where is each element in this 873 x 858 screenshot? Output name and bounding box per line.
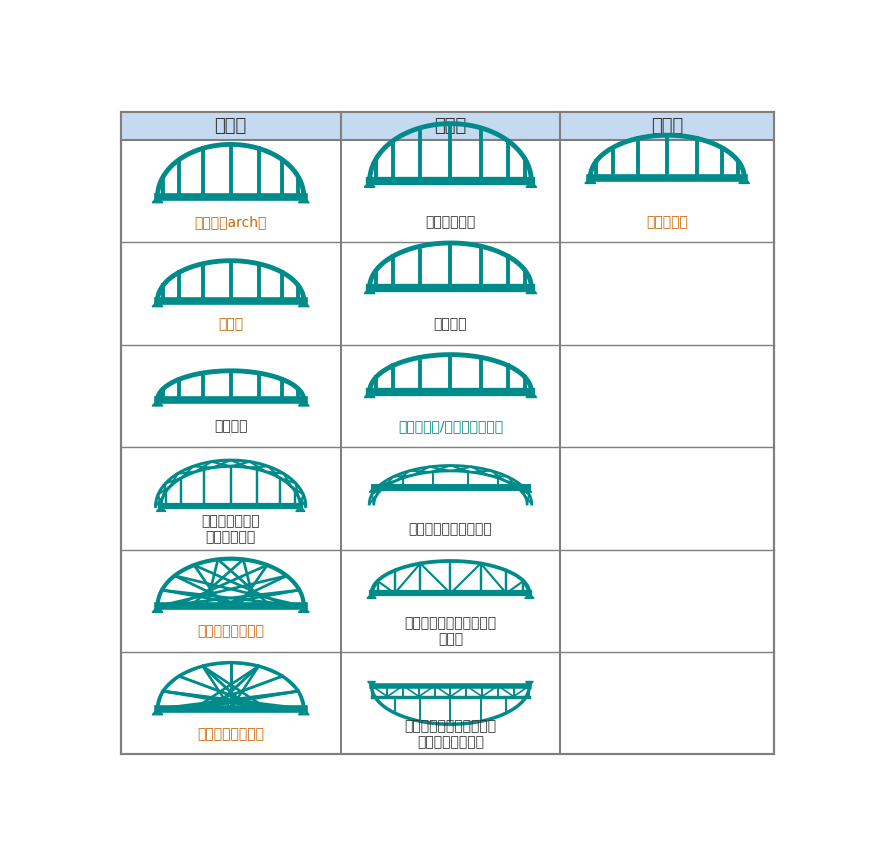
Polygon shape [364, 391, 375, 397]
Text: 上路式: 上路式 [435, 117, 466, 135]
Polygon shape [739, 178, 750, 184]
Polygon shape [526, 287, 537, 293]
Polygon shape [152, 607, 163, 613]
Polygon shape [369, 487, 379, 492]
Polygon shape [364, 287, 375, 293]
Polygon shape [526, 681, 533, 686]
Bar [560, 112, 774, 140]
Text: ニールセンローゼ: ニールセンローゼ [197, 625, 265, 638]
Text: 中路式: 中路式 [651, 117, 684, 135]
Polygon shape [152, 400, 163, 406]
Polygon shape [299, 709, 309, 715]
Text: ブレースドリブ
タイドアーチ: ブレースドリブ タイドアーチ [202, 514, 260, 544]
Polygon shape [526, 181, 537, 187]
Polygon shape [522, 487, 532, 492]
Bar [120, 112, 340, 140]
Text: ランガー: ランガー [214, 420, 247, 433]
Polygon shape [364, 181, 375, 187]
Polygon shape [296, 506, 305, 511]
Text: ブレースドリブアーチ: ブレースドリブアーチ [409, 522, 492, 536]
Polygon shape [156, 506, 166, 511]
Polygon shape [299, 196, 309, 202]
Polygon shape [525, 594, 534, 598]
Polygon shape [526, 391, 537, 397]
Text: トラスドランガー: トラスドランガー [197, 727, 265, 741]
Text: スパンドレルブレースド
アーチ: スパンドレルブレースド アーチ [404, 616, 497, 647]
Text: 逆ローゼ: 逆ローゼ [434, 317, 467, 331]
Polygon shape [152, 709, 163, 715]
Text: 下路式: 下路式 [215, 117, 247, 135]
Text: 逆ランガー/スタプボーゲン: 逆ランガー/スタプボーゲン [398, 420, 503, 433]
Polygon shape [152, 300, 163, 306]
Polygon shape [299, 607, 309, 613]
Polygon shape [299, 300, 309, 306]
Polygon shape [299, 400, 309, 406]
Polygon shape [152, 196, 163, 202]
Polygon shape [585, 178, 595, 184]
Text: セパンドレルブレースド
バランスドアーチ: セパンドレルブレースド バランスドアーチ [404, 719, 497, 749]
Text: アーチ［arch］: アーチ［arch］ [195, 214, 267, 229]
Bar [340, 112, 560, 140]
Text: リブアーチ: リブアーチ [646, 214, 688, 229]
Text: 上路式アーチ: 上路式アーチ [425, 214, 476, 229]
Polygon shape [368, 681, 375, 686]
Text: ローゼ: ローゼ [218, 317, 244, 331]
Polygon shape [367, 594, 376, 598]
